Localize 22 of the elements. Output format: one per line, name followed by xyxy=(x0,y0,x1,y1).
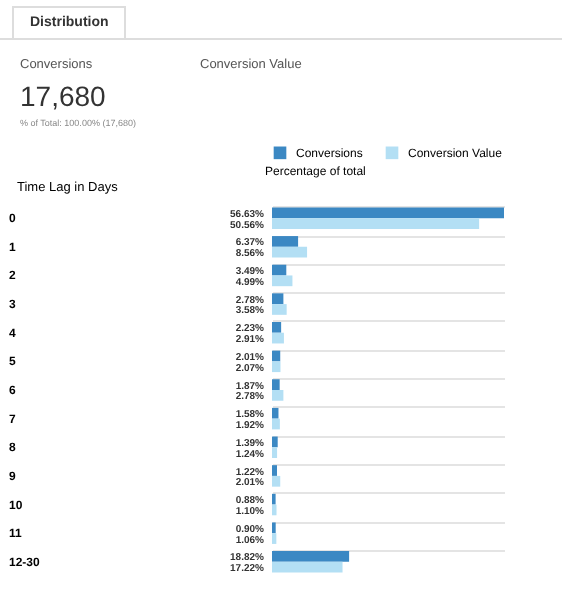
bar xyxy=(272,475,281,487)
bar xyxy=(272,436,278,448)
bar xyxy=(272,361,281,373)
bar xyxy=(272,304,287,315)
bar xyxy=(272,264,287,276)
bar xyxy=(272,390,284,401)
bar xyxy=(272,321,282,333)
bar xyxy=(272,551,350,562)
bar xyxy=(272,561,343,573)
bar xyxy=(272,218,480,229)
bar xyxy=(272,379,280,390)
bar xyxy=(272,293,284,305)
text: 17,680 xyxy=(20,80,106,112)
bar xyxy=(272,246,308,258)
bar xyxy=(272,332,284,344)
bar xyxy=(272,418,280,430)
bar xyxy=(272,236,299,247)
bar xyxy=(272,407,279,419)
bar xyxy=(272,447,278,459)
bar xyxy=(272,350,281,362)
bar xyxy=(272,207,504,219)
bar xyxy=(272,275,293,287)
